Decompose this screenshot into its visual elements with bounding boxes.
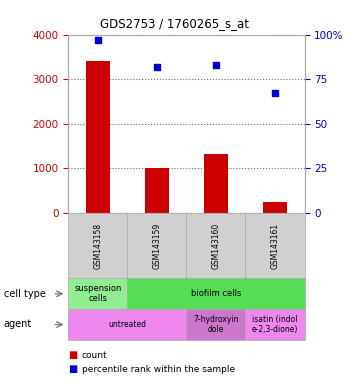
Text: GDS2753 / 1760265_s_at: GDS2753 / 1760265_s_at: [100, 17, 250, 30]
Text: 7-hydroxyin
dole: 7-hydroxyin dole: [193, 315, 239, 334]
Bar: [204, 154, 228, 213]
Text: GSM143159: GSM143159: [152, 223, 161, 269]
Point: [95, 37, 100, 43]
Bar: [145, 167, 169, 213]
Point: [154, 64, 160, 70]
Point: [272, 90, 278, 96]
Text: ■: ■: [68, 350, 77, 360]
Point: [213, 62, 219, 68]
Bar: [263, 202, 287, 213]
Text: GSM143158: GSM143158: [93, 223, 102, 269]
Text: percentile rank within the sample: percentile rank within the sample: [82, 365, 235, 374]
Text: biofilm cells: biofilm cells: [191, 289, 241, 298]
Text: suspension
cells: suspension cells: [74, 284, 121, 303]
Text: cell type: cell type: [4, 289, 46, 299]
Text: count: count: [82, 351, 107, 360]
Text: untreated: untreated: [108, 320, 146, 329]
Bar: [86, 61, 110, 213]
Text: isatin (indol
e-2,3-dione): isatin (indol e-2,3-dione): [252, 315, 298, 334]
Text: agent: agent: [4, 319, 32, 329]
Text: GSM143161: GSM143161: [271, 223, 279, 269]
Text: ■: ■: [68, 364, 77, 374]
Text: GSM143160: GSM143160: [211, 223, 220, 269]
